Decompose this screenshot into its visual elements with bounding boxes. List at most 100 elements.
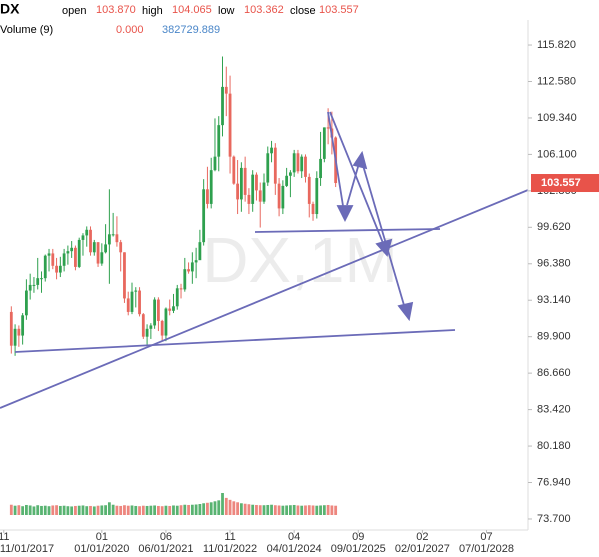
candle-body bbox=[213, 156, 217, 171]
candle-body bbox=[326, 127, 330, 129]
label: low bbox=[218, 5, 235, 17]
volume-bar bbox=[247, 504, 251, 515]
volume-bar bbox=[96, 505, 100, 515]
volume-bar bbox=[281, 505, 285, 515]
candle-body bbox=[262, 182, 266, 202]
volume-bar bbox=[175, 505, 179, 515]
candle-body bbox=[123, 252, 126, 299]
candle-body bbox=[85, 229, 89, 236]
volume-bar bbox=[40, 505, 43, 515]
volume-bar bbox=[236, 502, 239, 515]
x-tick-label: 11 bbox=[0, 531, 9, 543]
volume-bar bbox=[243, 503, 247, 515]
candle-body bbox=[28, 284, 32, 291]
volume-bar bbox=[17, 505, 21, 515]
y-tick-label: 106.100 bbox=[537, 148, 577, 160]
y-tick-label: 89.900 bbox=[537, 331, 571, 343]
volume-bar bbox=[43, 505, 47, 515]
volume-bar bbox=[179, 505, 183, 515]
arrow bbox=[329, 111, 386, 249]
trend-line bbox=[254, 228, 441, 233]
candle-body bbox=[17, 328, 21, 336]
candle-body bbox=[70, 247, 74, 252]
volume-bar bbox=[168, 505, 172, 515]
drawings bbox=[0, 111, 529, 409]
candle-body bbox=[104, 244, 107, 253]
volume-bar bbox=[304, 505, 307, 515]
candle-body bbox=[172, 306, 175, 311]
value: 103.557 bbox=[319, 4, 359, 16]
candle-body bbox=[164, 308, 168, 336]
volume-bar bbox=[194, 504, 198, 515]
x-tick-label: 02 bbox=[416, 531, 428, 543]
volume-bar bbox=[319, 505, 322, 515]
candle-body bbox=[130, 291, 134, 312]
volume-bar bbox=[292, 504, 296, 515]
volume-bar bbox=[115, 505, 119, 515]
x-tick-date: 11/01/2017 bbox=[0, 543, 54, 555]
volume-bar bbox=[164, 505, 168, 515]
candle-body bbox=[187, 269, 190, 272]
candle-body bbox=[47, 253, 51, 256]
y-tick-label: 93.140 bbox=[537, 294, 571, 306]
volume-bar bbox=[187, 504, 190, 515]
arrow bbox=[346, 159, 361, 206]
volume-bar bbox=[141, 505, 145, 515]
volume-bar bbox=[190, 504, 194, 515]
candle-body bbox=[43, 255, 47, 279]
arrow bbox=[361, 161, 407, 313]
candle-body bbox=[315, 178, 319, 215]
candle-body bbox=[190, 262, 194, 272]
candle-body bbox=[292, 153, 296, 173]
arrow-head bbox=[336, 205, 354, 223]
candle-body bbox=[304, 156, 307, 177]
value: 0.000 bbox=[116, 24, 144, 36]
candle-body bbox=[141, 314, 145, 337]
last-price-box bbox=[531, 174, 599, 193]
volume-bar bbox=[55, 505, 58, 515]
y-tick-label: 109.340 bbox=[537, 112, 577, 124]
volume-bar bbox=[138, 506, 141, 515]
volume-bar bbox=[104, 505, 107, 515]
volume-bar bbox=[77, 505, 81, 515]
candle-body bbox=[206, 189, 209, 204]
volume-bar bbox=[330, 505, 334, 515]
volume-bar bbox=[258, 505, 262, 515]
x-tick-label: 01 bbox=[96, 531, 108, 543]
volume-bar bbox=[32, 506, 36, 515]
candle-body bbox=[157, 299, 160, 321]
volume-bar bbox=[255, 504, 258, 515]
candle-body bbox=[111, 234, 115, 236]
volume-bar bbox=[149, 505, 153, 515]
value: 382729.889 bbox=[162, 24, 220, 36]
candle-body bbox=[100, 252, 104, 264]
candle-body bbox=[89, 229, 92, 253]
candle-body bbox=[21, 315, 25, 336]
x-tick-date: 06/01/2021 bbox=[138, 543, 193, 555]
candle-body bbox=[296, 153, 300, 172]
candle-body bbox=[138, 290, 141, 315]
volume-bar bbox=[251, 504, 255, 515]
volume-bar bbox=[92, 506, 96, 515]
candle-body bbox=[168, 308, 172, 311]
symbol: DX bbox=[0, 1, 20, 17]
candle-body bbox=[300, 156, 304, 172]
volume-bar bbox=[209, 502, 213, 515]
value: 103.870 bbox=[96, 4, 136, 16]
candles bbox=[9, 56, 338, 515]
y-tick-label: 86.660 bbox=[537, 367, 571, 379]
candle-body bbox=[96, 242, 100, 264]
candle-body bbox=[62, 253, 66, 266]
candle-body bbox=[243, 167, 247, 195]
candle-body bbox=[126, 298, 130, 312]
candle-body bbox=[145, 328, 149, 337]
label: Volume (9) bbox=[0, 24, 53, 36]
x-tick-label: 06 bbox=[160, 531, 172, 543]
volume-bar bbox=[157, 505, 160, 515]
x-tick-label: 04 bbox=[288, 531, 300, 543]
volume-bar bbox=[289, 505, 292, 515]
volume-bar bbox=[307, 505, 311, 515]
x-tick-label: 07 bbox=[480, 531, 492, 543]
volume-bar bbox=[277, 505, 281, 515]
